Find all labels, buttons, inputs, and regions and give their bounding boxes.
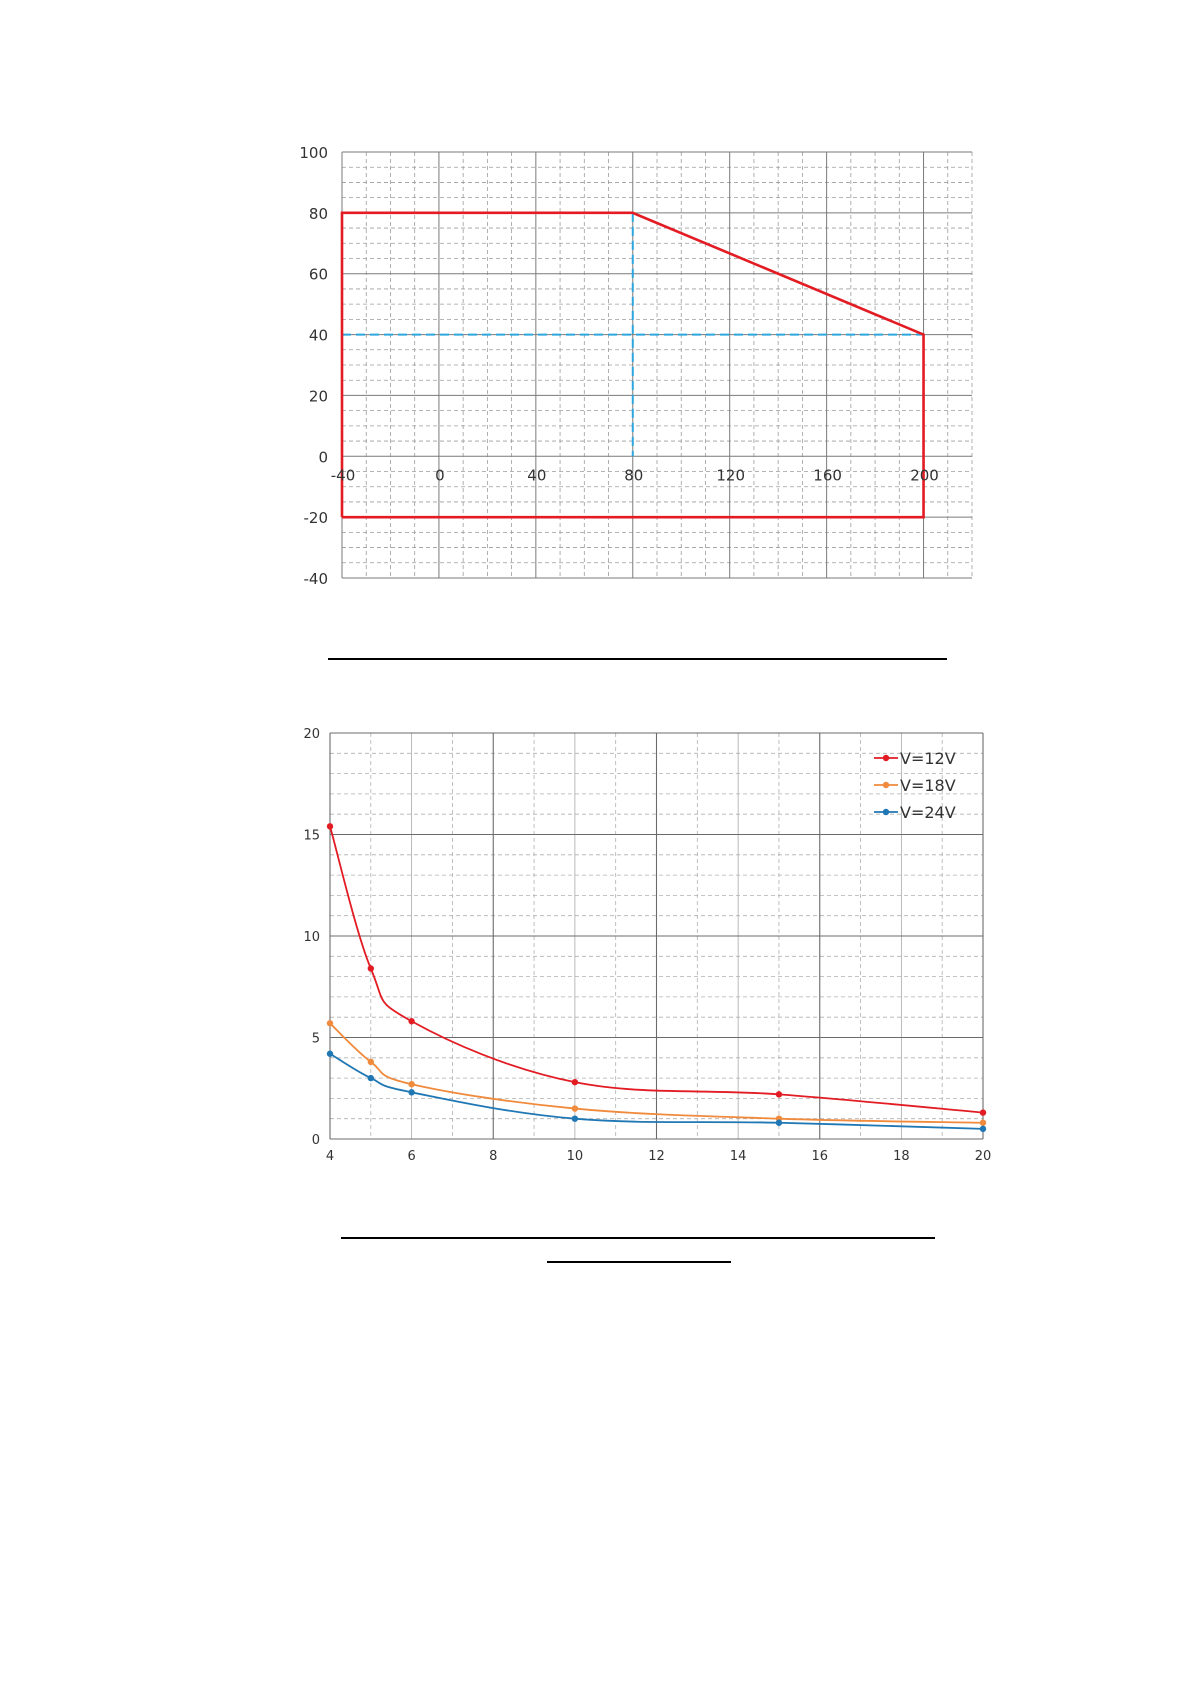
chart2-tick-labels: 0 5 10 15 20 4 6 8 10 12 14 16 18 20 <box>303 727 991 1164</box>
x-tick-label: 18 <box>893 1149 910 1164</box>
x-tick-label: -40 <box>331 466 356 484</box>
x-tick-label: 0 <box>435 466 445 484</box>
series-point-V=12V <box>367 965 375 972</box>
chart2-caption-underline <box>341 1237 935 1239</box>
chart1-series <box>340 211 925 519</box>
series-point-V=12V <box>326 823 334 830</box>
chart2-major-grid <box>329 732 984 1140</box>
chart2-series <box>326 823 987 1133</box>
y-tick-label: 60 <box>309 266 328 284</box>
series-point-V=12V <box>979 1109 987 1116</box>
x-tick-label: 200 <box>910 466 939 484</box>
series-point-V=24V <box>571 1115 579 1122</box>
series-point-V=24V <box>775 1119 783 1126</box>
x-tick-label: 4 <box>326 1149 334 1164</box>
chart1-caption-underline <box>328 658 947 660</box>
y-tick-label: 80 <box>309 205 328 223</box>
y-tick-label: 20 <box>303 727 320 742</box>
x-tick-label: 10 <box>567 1149 584 1164</box>
x-tick-label: 80 <box>624 466 643 484</box>
x-tick-label: 6 <box>407 1149 415 1164</box>
y-tick-label: -20 <box>304 509 329 527</box>
x-tick-label: 160 <box>813 466 842 484</box>
y-tick-label: 0 <box>318 448 328 466</box>
y-tick-label: 0 <box>312 1133 320 1148</box>
series-point-V=12V <box>775 1091 783 1098</box>
x-tick-label: 20 <box>975 1149 992 1164</box>
y-tick-label: -40 <box>304 570 329 588</box>
series-point-V=24V <box>979 1125 987 1133</box>
series-point-V=12V <box>408 1018 415 1025</box>
x-tick-label: 16 <box>811 1149 828 1164</box>
legend-swatch-marker <box>882 754 890 762</box>
operating-area-boundary <box>340 211 925 519</box>
series-point-V=18V <box>979 1119 987 1126</box>
legend-label: V=24V <box>900 803 956 822</box>
legend-label: V=18V <box>900 776 956 795</box>
y-tick-label: 40 <box>309 327 328 345</box>
y-tick-label: 15 <box>303 829 320 844</box>
series-point-V=18V <box>571 1105 579 1112</box>
x-tick-label: 120 <box>716 466 745 484</box>
series-point-V=18V <box>408 1080 415 1088</box>
x-tick-label: 8 <box>489 1149 497 1164</box>
legend-label: V=12V <box>900 749 956 768</box>
x-tick-label: 14 <box>730 1149 747 1164</box>
series-point-V=24V <box>367 1074 375 1082</box>
y-tick-label: 20 <box>309 387 328 405</box>
chart1-minor-grid <box>342 152 973 578</box>
y-tick-label: 100 <box>299 144 328 162</box>
series-point-V=12V <box>571 1078 579 1086</box>
series-line-V=12V <box>329 826 984 1114</box>
chart2-legend: V=12V V=18V V=24V <box>874 749 956 822</box>
series-point-V=18V <box>326 1020 334 1027</box>
chart2-caption-sub-underline <box>547 1261 731 1263</box>
x-tick-label: 12 <box>648 1149 665 1164</box>
series-point-V=24V <box>408 1089 415 1096</box>
series-point-V=24V <box>326 1050 334 1057</box>
y-tick-label: 5 <box>312 1032 320 1047</box>
voltage-curves-chart: 0 5 10 15 20 4 6 8 10 12 14 16 18 20 V=12V V=18V V=24V <box>303 727 991 1164</box>
y-tick-label: 10 <box>303 930 320 945</box>
chart1-guide-lines <box>342 212 924 457</box>
series-point-V=18V <box>367 1058 375 1066</box>
x-tick-label: 40 <box>527 466 546 484</box>
legend-swatch-marker <box>882 781 890 789</box>
legend-swatch-marker <box>882 808 890 816</box>
